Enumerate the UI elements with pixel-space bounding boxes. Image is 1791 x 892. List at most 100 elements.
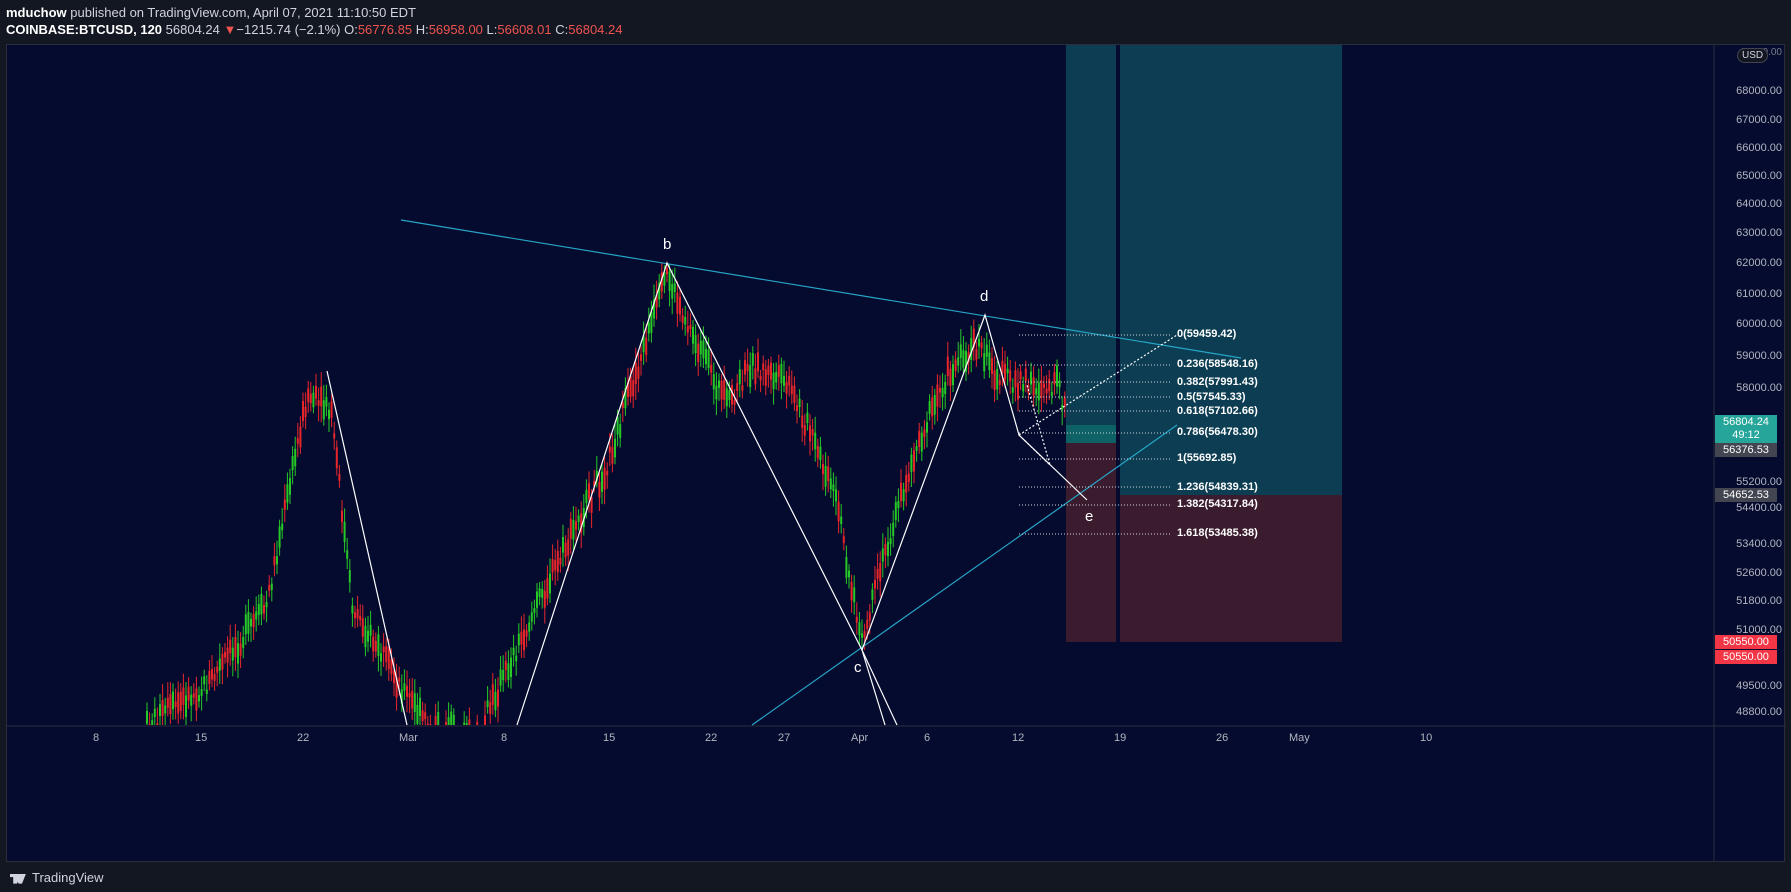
symbol-name[interactable]: COINBASE:BTCUSD, 120 — [6, 22, 163, 37]
candle-body — [697, 343, 700, 362]
candle-body — [283, 499, 286, 510]
candle-body — [1032, 377, 1035, 396]
candle-body — [512, 647, 515, 656]
candle-body — [970, 338, 973, 360]
fib-level-0382: 0.382(57991.43) — [1177, 376, 1258, 388]
candle-body — [429, 724, 432, 725]
candle-body — [819, 446, 822, 461]
candle-body — [541, 588, 544, 598]
candle-body — [205, 689, 208, 694]
time-tick: 10 — [1420, 732, 1433, 744]
candle-body — [208, 670, 211, 684]
candle-body — [694, 335, 697, 354]
candle-body — [957, 357, 960, 366]
candle-body — [499, 669, 502, 686]
candle-body — [426, 723, 429, 725]
price-tick: 51000.00 — [1736, 624, 1782, 636]
candle-body — [692, 326, 694, 344]
candle-body — [494, 691, 497, 711]
candle-body — [770, 362, 772, 380]
candle-body — [913, 450, 915, 472]
candle-body — [983, 353, 986, 372]
candle-body — [491, 684, 494, 705]
stop-price-badge: 54652.53 — [1715, 488, 1777, 502]
candle-body — [315, 385, 317, 399]
candle-body — [377, 634, 380, 657]
candle-body — [250, 618, 252, 627]
candle-body — [785, 382, 788, 394]
candle-body — [385, 646, 388, 662]
candle-body — [892, 522, 895, 537]
candle-body — [445, 722, 447, 725]
candle-body — [598, 481, 601, 498]
candle-body — [556, 551, 559, 573]
price-tick: 51800.00 — [1736, 595, 1782, 607]
candle-body — [543, 590, 546, 608]
fib-level-0236: 0.236(58548.16) — [1177, 358, 1258, 370]
last-price: 56804.24 — [165, 22, 220, 37]
wave-label-c: c — [854, 659, 862, 676]
candle-body — [1017, 382, 1019, 400]
chart-header: mduchow published on TradingView.com, Ap… — [0, 0, 1791, 42]
brand-name: TradingView — [32, 870, 104, 885]
price-tick: 67000.00 — [1736, 114, 1782, 126]
fib-level-0786: 0.786(56478.30) — [1177, 426, 1258, 438]
candle-body — [861, 633, 863, 638]
candle-body — [705, 348, 707, 365]
candle-body — [993, 370, 996, 391]
time-axis[interactable]: 8 15 22 Mar 8 15 22 27 Apr 6 12 19 26 May 10 — [7, 727, 1714, 751]
candle-body — [559, 557, 562, 565]
price-axis[interactable]: 69000.00 USD 68000.0067000.0066000.00650… — [1715, 45, 1786, 726]
candle-body — [718, 380, 720, 388]
price-tick: 63000.00 — [1736, 227, 1782, 239]
elliott-wave-lines[interactable] — [326, 261, 1178, 726]
candle-body — [452, 714, 455, 725]
candle-body — [868, 612, 871, 621]
candle-body — [676, 292, 679, 314]
candle-body — [291, 456, 294, 471]
lower-trendline[interactable] — [751, 424, 1178, 726]
candle-body — [796, 405, 798, 412]
close-value: 56804.24 — [568, 22, 623, 37]
author-name[interactable]: mduchow — [6, 5, 67, 20]
candle-body — [398, 677, 401, 682]
target-price-badge: 50550.00 — [1715, 635, 1777, 649]
candle-body — [1043, 383, 1045, 388]
loss-zone-left[interactable] — [1066, 443, 1116, 642]
published-text: published on TradingView.com, April 07, … — [70, 5, 416, 20]
candle-body — [731, 384, 733, 405]
candle-body — [247, 611, 250, 634]
price-tick: 62000.00 — [1736, 257, 1782, 269]
candle-body — [762, 363, 765, 371]
candle-body — [367, 630, 369, 642]
candle-body — [390, 659, 393, 675]
candle-body — [835, 489, 837, 502]
profit-zone-left[interactable] — [1066, 45, 1116, 443]
price-chart[interactable] — [7, 45, 1786, 863]
candle-body — [725, 388, 728, 407]
candle-body — [361, 618, 364, 637]
price-tick: 53400.00 — [1736, 538, 1782, 550]
candle-body — [257, 603, 260, 616]
high-value: 56958.00 — [428, 22, 483, 37]
candle-body — [621, 402, 624, 408]
candle-body — [265, 602, 268, 608]
tradingview-logo[interactable]: TradingView — [10, 870, 104, 885]
candle-body — [203, 676, 206, 685]
candle-body — [348, 570, 351, 583]
profit-zone-right[interactable] — [1120, 45, 1342, 495]
candle-body — [827, 466, 830, 482]
candle-body — [554, 560, 557, 571]
fib-level-1: 1(55692.85) — [1177, 452, 1237, 464]
candle-body — [364, 625, 367, 648]
candle-body — [746, 363, 749, 372]
candle-body — [502, 669, 505, 681]
candle-body — [528, 622, 531, 632]
chart-pane[interactable]: b c d e 0(59459.42) 0.236(58548.16) 0.38… — [6, 44, 1786, 863]
candle-body — [307, 388, 310, 403]
candle-body — [663, 272, 666, 286]
currency-button[interactable]: USD — [1737, 48, 1769, 63]
fib-level-0618: 0.618(57102.66) — [1177, 405, 1258, 417]
candle-body — [486, 700, 489, 708]
loss-zone-right[interactable] — [1120, 495, 1342, 642]
